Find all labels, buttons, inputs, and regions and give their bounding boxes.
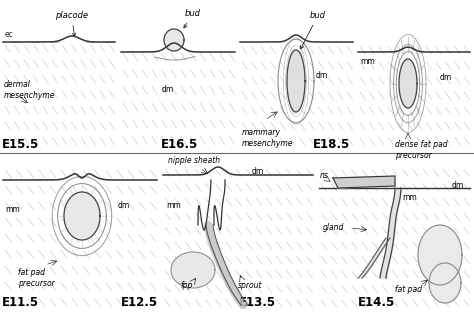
Text: ns: ns: [320, 172, 329, 180]
Text: bud: bud: [184, 9, 201, 28]
Text: fat pad: fat pad: [395, 285, 422, 295]
Text: nipple sheath: nipple sheath: [168, 156, 220, 165]
Text: E18.5: E18.5: [313, 138, 350, 151]
Text: dermal
mesenchyme: dermal mesenchyme: [4, 80, 55, 100]
Text: E16.5: E16.5: [161, 138, 199, 151]
Text: bud: bud: [301, 11, 326, 49]
Polygon shape: [164, 29, 184, 51]
Polygon shape: [399, 59, 417, 108]
Polygon shape: [429, 263, 461, 303]
Text: dense fat pad
precursor: dense fat pad precursor: [395, 140, 447, 160]
Text: E15.5: E15.5: [2, 138, 40, 151]
Text: mm: mm: [5, 205, 20, 215]
Text: mm: mm: [360, 58, 375, 66]
Text: sprout: sprout: [238, 281, 263, 289]
Text: dm: dm: [118, 200, 130, 210]
Polygon shape: [287, 50, 305, 112]
Text: dm: dm: [252, 167, 264, 177]
Text: E13.5: E13.5: [239, 296, 276, 309]
Polygon shape: [64, 192, 100, 240]
Text: fat pad
precursor: fat pad precursor: [18, 268, 55, 288]
Text: dm: dm: [316, 70, 328, 80]
Text: E12.5: E12.5: [121, 296, 158, 309]
Text: placode: placode: [55, 11, 88, 36]
Text: E14.5: E14.5: [358, 296, 395, 309]
Text: E11.5: E11.5: [2, 296, 39, 309]
Text: gland: gland: [323, 223, 345, 233]
Polygon shape: [171, 252, 215, 288]
Polygon shape: [418, 225, 462, 285]
Text: mm: mm: [402, 193, 417, 203]
Text: mm: mm: [166, 200, 181, 210]
Text: dm: dm: [162, 86, 174, 94]
Text: dm: dm: [452, 180, 464, 190]
Polygon shape: [333, 176, 395, 188]
Text: mammary
mesenchyme: mammary mesenchyme: [242, 128, 293, 148]
Text: ec: ec: [5, 30, 14, 39]
Text: fpp: fpp: [180, 281, 192, 289]
Text: dm: dm: [440, 74, 452, 82]
